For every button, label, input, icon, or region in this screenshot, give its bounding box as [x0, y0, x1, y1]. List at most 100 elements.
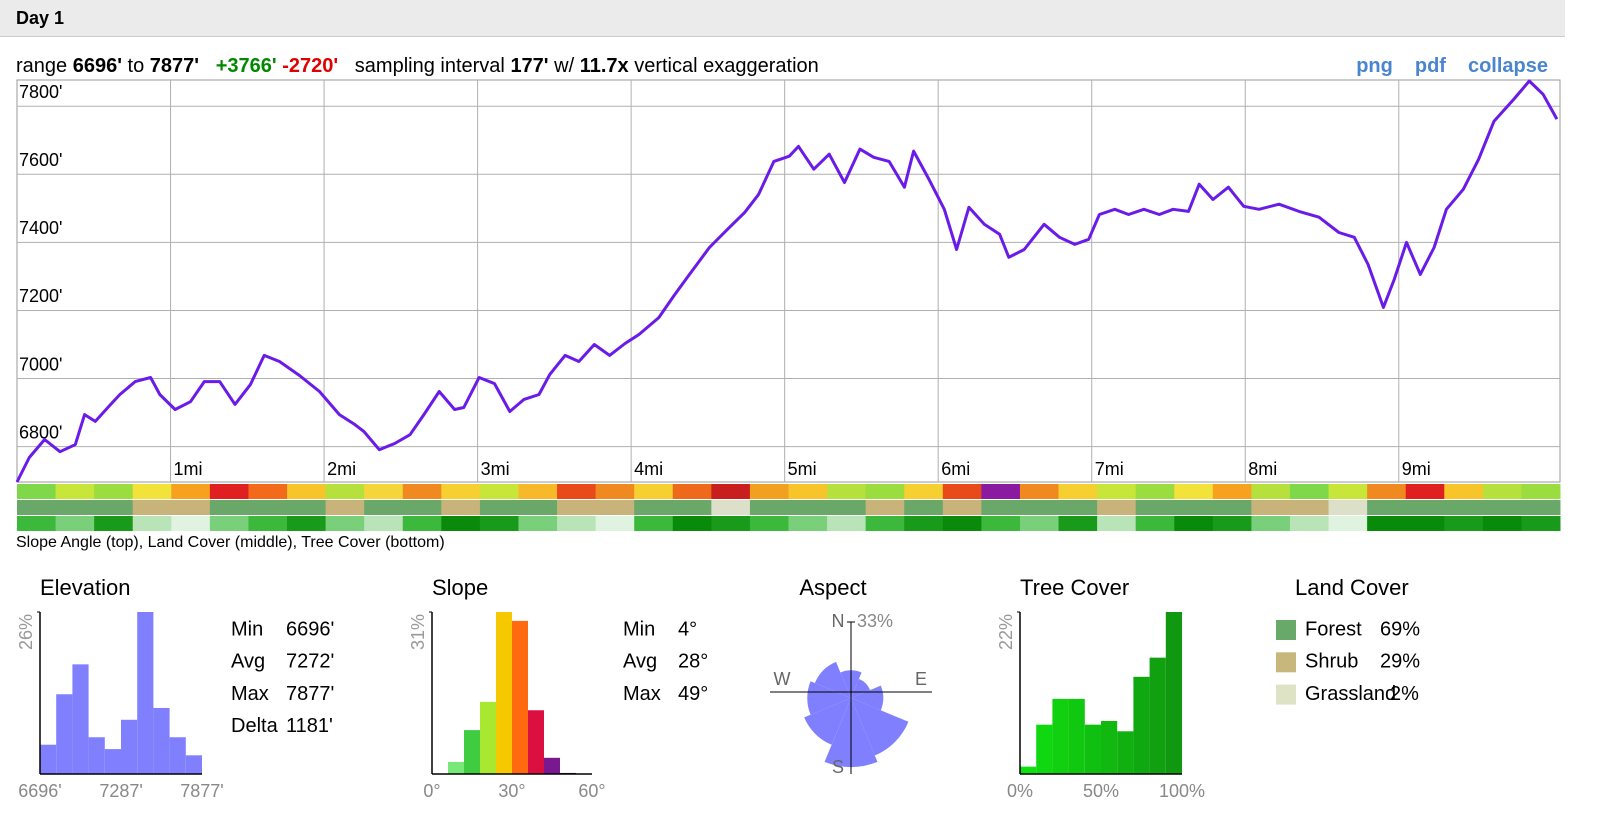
strip-cell — [248, 500, 288, 515]
bar — [185, 755, 202, 774]
links: png pdf collapse — [1334, 55, 1548, 78]
x-tick-label: 4mi — [634, 459, 663, 479]
strip-cell — [1482, 516, 1522, 531]
chart-title: Elevation — [40, 575, 131, 600]
x-tick-label: 7287' — [99, 781, 142, 801]
link[interactable]: png — [1356, 55, 1393, 77]
strip-cell — [1212, 516, 1252, 531]
strip-cell — [1367, 516, 1407, 531]
strip-cell — [518, 516, 558, 531]
value: 177' — [510, 55, 549, 77]
strip-cell — [788, 500, 828, 515]
value: 11.7x — [579, 55, 629, 77]
text: to — [127, 55, 145, 77]
link[interactable]: pdf — [1414, 55, 1446, 77]
strip-cell — [942, 500, 982, 515]
bar — [512, 620, 528, 774]
strip-cell — [634, 500, 674, 515]
y-tick-label: 7400' — [19, 218, 62, 238]
bar — [153, 707, 170, 774]
strip-cell — [17, 484, 57, 499]
legend-swatch — [1276, 684, 1296, 705]
text: vertical exaggeration — [634, 55, 819, 77]
strip-cell — [17, 500, 57, 515]
value: 6696' — [72, 55, 122, 77]
bar — [1149, 657, 1166, 774]
strip-cell — [557, 500, 597, 515]
x-tick-label: 100% — [1159, 781, 1205, 801]
strip-cell — [557, 484, 597, 499]
text: w/ — [554, 55, 575, 77]
chart-title: Tree Cover — [1020, 575, 1129, 600]
loss: -2720' — [282, 55, 339, 77]
direction-label: N — [832, 611, 845, 631]
strip-cell — [1212, 484, 1252, 499]
petal — [851, 698, 909, 756]
strip-cell — [788, 484, 828, 499]
strip-cell — [1251, 484, 1291, 499]
strip-cell — [749, 500, 789, 515]
x-tick-label: 50% — [1083, 781, 1119, 801]
strip-cell — [711, 500, 751, 515]
bar — [1052, 698, 1069, 774]
strip-cell — [595, 484, 635, 499]
strip-cell — [171, 500, 211, 515]
bar — [121, 719, 138, 774]
strip-cell — [94, 516, 134, 531]
strip-cell — [325, 484, 365, 499]
bar — [496, 612, 512, 774]
x-tick-label: 3mi — [481, 459, 510, 479]
strip-cell — [248, 516, 288, 531]
strip-cell — [479, 500, 519, 515]
stat-value: 7272' — [286, 651, 334, 673]
link[interactable]: collapse — [1467, 55, 1548, 77]
stat-label: Avg — [231, 651, 265, 673]
strip-cell — [981, 484, 1021, 499]
r-tick-label: 33% — [857, 611, 893, 631]
strip-cell — [1328, 500, 1368, 515]
strip-cell — [171, 516, 211, 531]
strip-cell — [1405, 484, 1445, 499]
x-tick-label: 30° — [498, 781, 525, 801]
strip-cell — [94, 500, 134, 515]
stat-value: 28° — [678, 651, 708, 673]
strip-cell — [364, 484, 404, 499]
bar — [104, 749, 121, 774]
strip-cell — [827, 484, 867, 499]
strip-cell — [1367, 484, 1407, 499]
stat-label: Delta — [231, 715, 279, 737]
legend-swatch — [1276, 620, 1296, 640]
strip-cell — [1058, 516, 1098, 531]
strip-cell — [132, 484, 172, 499]
bar — [448, 761, 464, 774]
bar — [1068, 698, 1085, 774]
strip-cell — [1328, 516, 1368, 531]
strip-cell — [1058, 500, 1098, 515]
strip-cell — [132, 500, 172, 515]
strip-cell — [1405, 516, 1445, 531]
strip-cell — [209, 484, 249, 499]
strip-cell — [287, 500, 327, 515]
bar — [88, 737, 105, 774]
y-tick-label: 26% — [16, 614, 36, 650]
strip-cell — [209, 500, 249, 515]
strip-cell — [711, 516, 751, 531]
strip-cell — [55, 500, 95, 515]
legend-label: Grassland — [1305, 683, 1396, 705]
stat-value: 1181' — [286, 715, 333, 737]
strip-cell — [402, 516, 442, 531]
strip-cell — [1212, 500, 1252, 515]
legend-value: 2% — [1390, 683, 1419, 705]
strip-cell — [364, 500, 404, 515]
petal — [814, 661, 851, 698]
petal — [804, 698, 851, 745]
stat-value: 49° — [678, 683, 708, 705]
strip-cell — [1135, 484, 1175, 499]
strip-cell — [1521, 500, 1561, 515]
strip-cell — [479, 516, 519, 531]
strip-cell — [1482, 484, 1522, 499]
strip-cell — [865, 484, 905, 499]
strip-cell — [557, 516, 597, 531]
strip-cell — [55, 516, 95, 531]
strip-cell — [1019, 484, 1060, 499]
